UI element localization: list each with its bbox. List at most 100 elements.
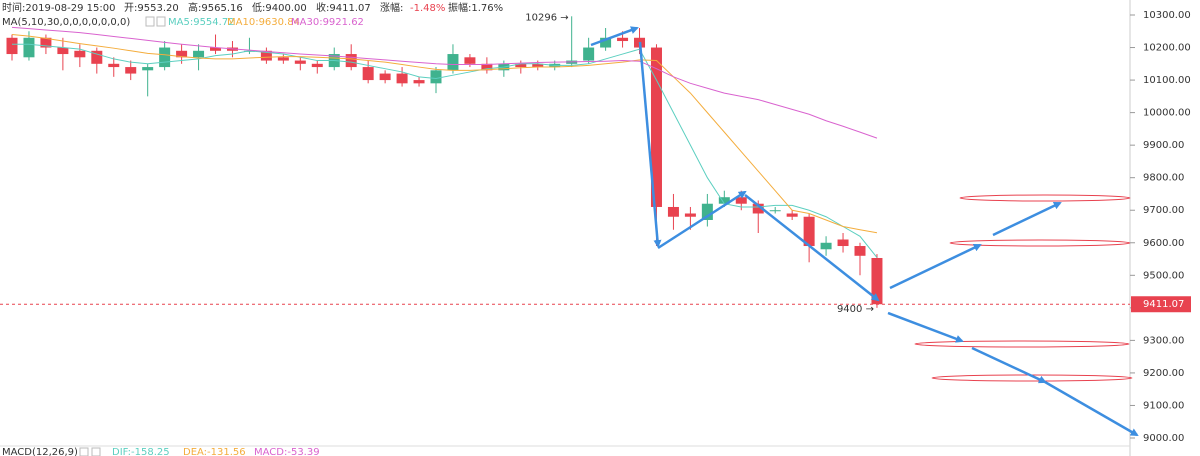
candle-body	[532, 63, 544, 68]
candle-body	[464, 57, 476, 64]
candle-body	[837, 239, 849, 247]
annotation: 10296 →	[525, 12, 568, 23]
candle-body	[617, 37, 629, 42]
candle-body	[820, 242, 832, 250]
candle-body	[210, 47, 222, 51]
y-tick-label: 10200.00	[1143, 43, 1191, 54]
header-change-label: 涨幅:	[380, 1, 403, 14]
arrow	[992, 201, 1062, 237]
candle-body	[447, 54, 459, 71]
arrow	[1044, 380, 1139, 437]
candle-body	[718, 197, 730, 204]
candle-body	[277, 57, 289, 61]
header: 时间:2019-08-29 15:00 开:9553.20 高:9565.16 …	[2, 1, 503, 28]
candle-body	[294, 60, 306, 64]
icon[interactable]	[145, 16, 155, 27]
candle-body	[413, 80, 425, 84]
legend-entry: MA5:9554.72	[168, 17, 235, 28]
candle-body	[430, 70, 442, 84]
y-tick-label: 9300.00	[1143, 335, 1184, 346]
header-change-value: -1.48%	[410, 3, 445, 14]
y-tick-label: 10000.00	[1143, 108, 1191, 119]
candle-body	[176, 50, 188, 58]
candle-body	[311, 63, 323, 68]
legend-entry: MA30:9921.62	[291, 17, 364, 28]
macd-params: MACD(12,26,9)	[2, 447, 78, 456]
candle-body	[600, 37, 612, 48]
macd-dea: DEA:-131.56	[183, 447, 246, 456]
y-tick-label: 9800.00	[1143, 173, 1184, 184]
candle-body	[260, 50, 272, 61]
ellipse	[959, 194, 1131, 202]
candle-body	[769, 210, 781, 212]
y-tick-label: 10100.00	[1143, 75, 1191, 86]
header-time: 时间:2019-08-29 15:00	[2, 1, 115, 14]
header-high: 高:9565.16	[188, 1, 243, 14]
drawings	[590, 26, 1139, 437]
candle-body	[650, 47, 662, 207]
candle-body	[701, 203, 713, 220]
candle-body	[108, 63, 120, 68]
candle-body	[74, 50, 86, 58]
y-tick-label: 9600.00	[1143, 238, 1184, 249]
candle-body	[379, 73, 391, 81]
ma-line	[11, 26, 878, 139]
macd-dif: DIF:-158.25	[112, 447, 170, 456]
arrow	[657, 190, 747, 250]
candle-body	[57, 47, 69, 55]
candle-body	[193, 50, 205, 58]
ellipse	[914, 340, 1130, 348]
arrow	[638, 41, 662, 248]
plot-area	[6, 16, 883, 308]
candle-body	[481, 63, 493, 71]
candle-body	[396, 73, 408, 84]
y-tick-label: 10300.00	[1143, 10, 1191, 21]
candle-body	[515, 63, 527, 68]
candle-body	[684, 213, 696, 217]
annotation: 9400 →	[837, 304, 874, 315]
candle-body	[142, 67, 154, 71]
candle-body	[6, 37, 18, 55]
candle-body	[583, 47, 595, 61]
y-tick-label: 9200.00	[1143, 368, 1184, 379]
last-price-box	[1131, 296, 1191, 313]
candle-body	[23, 37, 35, 58]
last-price-label: 9411.07	[1143, 299, 1184, 310]
header-open: 开:9553.20	[124, 3, 179, 14]
candle-body	[91, 50, 103, 64]
candle-body	[362, 67, 374, 81]
header-low: 低:9400.00	[252, 1, 307, 14]
header-close: 收:9411.07	[316, 1, 371, 14]
y-tick-label: 9000.00	[1143, 433, 1184, 444]
y-tick-label: 9500.00	[1143, 270, 1184, 281]
macd-macd: MACD:-53.39	[254, 447, 320, 456]
y-tick-label: 9100.00	[1143, 400, 1184, 411]
icon[interactable]	[156, 16, 166, 27]
ma-line	[12, 43, 878, 258]
candle-body	[735, 197, 747, 204]
candle-body	[871, 257, 883, 305]
macd-header: MACD(12,26,9) DIF:-158.25 DEA:-131.56 MA…	[0, 445, 1130, 456]
candle-body	[667, 206, 679, 217]
arrow	[887, 311, 964, 343]
candle-body	[786, 213, 798, 217]
candle-body	[752, 203, 764, 214]
y-tick-label: 9900.00	[1143, 140, 1184, 151]
y-tick-label: 9700.00	[1143, 205, 1184, 216]
arrow	[590, 26, 639, 47]
candle-body	[803, 216, 815, 247]
candle-body	[125, 67, 137, 74]
ma-params: MA(5,10,30,0,0,0,0,0,0,0)	[2, 17, 130, 28]
ma-line	[11, 34, 878, 234]
arrow	[744, 194, 880, 302]
header-amplitude: 振幅:1.76%	[448, 1, 503, 14]
arrow	[971, 346, 1047, 384]
candle-body	[40, 37, 52, 48]
candle-body	[159, 47, 171, 68]
arrow	[889, 243, 982, 290]
candle-body	[345, 54, 357, 68]
icon[interactable]	[91, 447, 101, 456]
candle-body	[854, 246, 866, 256]
icon[interactable]	[79, 447, 89, 456]
